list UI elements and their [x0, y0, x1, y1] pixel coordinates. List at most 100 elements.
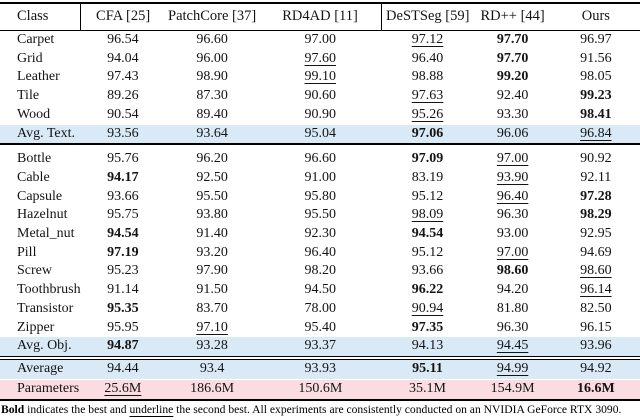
value-cell: 98.29 — [552, 206, 640, 225]
value-cell: 90.60 — [259, 87, 381, 106]
value-cell: 99.23 — [552, 87, 640, 106]
value-cell: 97.09 — [381, 150, 473, 169]
value-cell: 95.26 — [381, 106, 473, 125]
value-text: 92.40 — [496, 88, 529, 104]
column-header: PatchCore [37] — [165, 3, 260, 31]
value-text: 93.28 — [196, 338, 228, 354]
value-text: 186.6M — [190, 381, 235, 397]
table-row: Capsule 93.66 95.50 95.80 95.12 96.40 97.28 — [0, 188, 640, 207]
value-text: 93.93 — [304, 361, 337, 377]
value-text: 35.1M — [409, 381, 446, 397]
value-cell: 97.19 — [81, 244, 165, 263]
value-text: 95.76 — [107, 151, 139, 167]
table-row: Average 94.44 93.4 93.93 95.11 94.99 94.92 — [0, 359, 640, 380]
value-text: 83.19 — [411, 169, 444, 185]
value-text: 78.00 — [304, 300, 337, 316]
value-text: 154.9M — [490, 381, 535, 397]
value-text: 95.12 — [411, 244, 444, 260]
value-cell: 96.54 — [81, 31, 165, 50]
column-header: RD++ [44] — [473, 3, 552, 31]
value-cell: 97.90 — [165, 262, 259, 281]
value-cell: 97.63 — [381, 87, 473, 106]
value-cell: 96.30 — [474, 319, 552, 338]
table-row: Bottle 95.76 96.20 96.60 97.09 97.00 90.92 — [0, 150, 640, 169]
row-label: Bottle — [17, 151, 52, 167]
value-cell: 92.95 — [552, 225, 640, 244]
value-cell: 81.80 — [474, 300, 552, 319]
value-text: 98.09 — [411, 207, 444, 223]
value-text: 94.44 — [107, 361, 139, 377]
value-text: 94.45 — [496, 338, 529, 354]
value-text: 95.11 — [412, 361, 443, 377]
value-cell: 16.6M — [551, 379, 640, 401]
table-row: Wood 90.54 89.40 90.90 95.26 93.30 98.41 — [0, 106, 640, 125]
results-table-container: Class CFA [25] PatchCore [37] RD4AD [11] DeS… — [0, 2, 640, 401]
row-label: Toothbrush — [17, 282, 81, 298]
value-text: 96.20 — [196, 151, 228, 167]
value-cell: 94.54 — [381, 225, 473, 244]
value-cell: 94.87 — [80, 337, 166, 357]
value-cell: 96.40 — [381, 50, 473, 69]
value-cell: 97.00 — [474, 150, 552, 169]
value-cell: 35.1M — [381, 379, 474, 401]
row-label: Leather — [17, 69, 60, 85]
value-cell: 93.80 — [165, 206, 259, 225]
value-text: 96.60 — [304, 151, 337, 167]
value-cell: 94.69 — [552, 244, 640, 263]
value-text: 98.05 — [580, 69, 612, 85]
row-label: Metal_nut — [17, 226, 75, 242]
value-text: 97.12 — [411, 32, 444, 47]
value-cell: 93.4 — [165, 359, 260, 380]
value-text: 92.30 — [304, 226, 337, 242]
value-cell: 93.28 — [165, 337, 260, 357]
value-text: 93.96 — [580, 338, 612, 354]
value-cell: 90.54 — [81, 106, 165, 125]
table-footnote: Bold indicates the best and underline th… — [0, 401, 640, 416]
value-text: 89.40 — [196, 106, 228, 122]
value-cell: 93.66 — [381, 262, 473, 281]
value-text: 96.40 — [304, 244, 337, 260]
value-text: 95.26 — [411, 106, 444, 122]
value-text: 98.90 — [196, 69, 228, 85]
value-cell: 89.40 — [165, 106, 259, 125]
row-label: Avg. Obj. — [0, 337, 81, 357]
value-text: 92.50 — [196, 169, 228, 185]
value-cell: 97.00 — [474, 244, 552, 263]
value-cell: 91.56 — [552, 50, 640, 69]
table-row: Avg. Obj. 94.87 93.28 93.37 94.13 94.45 93.96 — [0, 337, 640, 357]
value-text: 97.09 — [411, 151, 444, 167]
value-text: 97.63 — [411, 88, 444, 104]
value-text: 97.35 — [411, 319, 444, 335]
value-cell: 95.76 — [81, 150, 165, 169]
value-text: 98.29 — [580, 207, 612, 223]
value-text: 87.30 — [196, 88, 228, 104]
value-text: 93.00 — [496, 226, 529, 242]
value-cell: 97.35 — [381, 319, 473, 338]
value-cell: 98.60 — [552, 262, 640, 281]
value-text: 94.17 — [107, 169, 139, 185]
value-cell: 96.22 — [381, 281, 473, 300]
value-cell: 95.12 — [381, 244, 473, 263]
value-cell: 93.56 — [80, 124, 166, 145]
value-text: 93.56 — [107, 125, 139, 141]
value-cell: 98.09 — [381, 206, 473, 225]
value-cell: 93.66 — [81, 188, 165, 207]
value-text: 99.10 — [304, 69, 337, 85]
value-cell: 92.40 — [474, 87, 552, 106]
value-text: 94.87 — [107, 338, 139, 354]
value-text: 97.10 — [196, 319, 228, 335]
column-header: Class — [0, 3, 82, 31]
value-text: 94.54 — [107, 226, 139, 242]
value-text: 90.94 — [411, 300, 444, 316]
value-cell: 98.20 — [259, 262, 381, 281]
column-header: DeSTSeg [59] — [381, 3, 474, 31]
value-cell: 93.37 — [259, 337, 382, 357]
value-cell: 95.40 — [259, 319, 381, 338]
value-cell: 99.20 — [474, 68, 552, 87]
value-text: 96.15 — [580, 319, 612, 335]
value-text: 98.41 — [580, 106, 612, 122]
row-label: Capsule — [17, 188, 63, 204]
column-header: RD4AD [11] — [259, 3, 382, 31]
value-cell: 97.12 — [381, 31, 473, 50]
table-row: Transistor 95.35 83.70 78.00 90.94 81.80 82.50 — [0, 300, 640, 319]
